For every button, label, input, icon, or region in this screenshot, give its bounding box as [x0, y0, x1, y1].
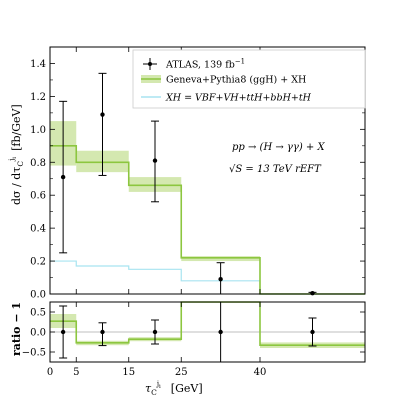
main-y-tick-label: 0.8	[30, 158, 46, 169]
legend-entry-geneva: Geneva+Pythia8 (ggH) + XH	[141, 75, 306, 86]
main-y-tick-label: 0.6	[30, 191, 46, 202]
xh-step-line	[50, 260, 365, 295]
ratio-y-tick-label: 0.5	[30, 308, 46, 319]
ratio-y-ticks: −0.5 0.0 0.5	[22, 308, 365, 359]
ratio-data-point	[152, 329, 158, 335]
legend-entry-atlas: ATLAS, 139 fb−1	[143, 58, 245, 71]
main-y-title-superscript-index: i	[12, 157, 18, 159]
main-y-title-superscript: j	[8, 159, 16, 162]
x-title-superscript-index: i	[159, 384, 161, 390]
process-annotation: pp → (H → γγ) + X	[232, 142, 325, 153]
legend-entry-xh: XH = VBF+VH+ttH+bbH+tH	[141, 93, 312, 104]
main-y-tick-label: 0.2	[30, 257, 46, 268]
main-panel: 0.0 0.2 0.4 0.6 0.8 1.0 1.2 1.4	[30, 46, 366, 301]
ratio-step-line	[50, 301, 365, 346]
atlas-data-point	[218, 276, 223, 282]
atlas-data-point	[152, 158, 158, 163]
x-axis-title: τCji [GeV]	[145, 380, 203, 397]
atlas-data-point	[60, 174, 66, 180]
x-tick-label: 15	[122, 367, 135, 378]
legend-box	[132, 49, 366, 109]
x-title-unit: [GeV]	[171, 382, 203, 395]
geneva-band-bin	[181, 256, 260, 262]
main-y-axis-title: dσ / dτCji [fb/GeV]	[8, 104, 25, 205]
legend: ATLAS, 139 fb−1 Geneva+Pythia8 (ggH) + X…	[132, 49, 366, 109]
main-y-tick-label: 1.0	[30, 125, 46, 136]
x-title-text: τ	[145, 382, 152, 395]
x-tick-label: 40	[254, 367, 267, 378]
atlas-data-point	[100, 112, 105, 117]
x-title-subscript: C	[151, 388, 157, 397]
main-y-tick-label: 1.4	[30, 59, 46, 70]
legend-geneva-label: Geneva+Pythia8 (ggH) + XH	[166, 75, 306, 86]
xh-step-path	[50, 260, 365, 295]
legend-atlas-label: ATLAS, 139 fb−1	[165, 58, 245, 71]
ratio-data-point	[60, 329, 66, 335]
x-title-superscript: j	[156, 380, 159, 388]
legend-xh-label: XH = VBF+VH+ttH+bbH+tH	[165, 93, 312, 104]
x-tick-label: 25	[175, 367, 188, 378]
x-tick-label: 0	[47, 367, 53, 378]
legend-atlas-marker	[148, 62, 152, 66]
x-axis-ticks: 0 5 15 25 40	[47, 302, 267, 378]
main-y-tick-label: 1.2	[30, 92, 46, 103]
main-y-title-text: dσ / dτ	[10, 167, 23, 205]
main-y-tick-label: 0.4	[30, 224, 46, 235]
main-y-title-subscript: C	[16, 161, 25, 167]
ratio-step-path	[50, 301, 365, 346]
atlas-data-point	[310, 290, 315, 296]
ratio-data-points	[59, 302, 317, 362]
main-y-ticks: 0.0 0.2 0.4 0.6 0.8 1.0 1.2 1.4	[30, 46, 365, 301]
ratio-data-point	[100, 329, 105, 335]
x-tick-label: 5	[73, 367, 79, 378]
atlas-data-points	[59, 72, 317, 296]
energy-annotation: √S = 13 TeV rEFT	[229, 164, 322, 175]
main-plot-frame	[49, 46, 366, 295]
ratio-data-point	[218, 329, 223, 335]
main-y-title-unit: [fb/GeV]	[10, 104, 23, 151]
legend-atlas-text: ATLAS, 139 fb	[165, 60, 235, 71]
ratio-data-point	[310, 329, 315, 335]
ratio-y-axis-title: ratio − 1	[10, 302, 23, 356]
ratio-y-tick-label: −0.5	[22, 348, 46, 359]
ratio-y-tick-label: 0.0	[30, 328, 46, 339]
main-y-tick-label: 0.0	[30, 290, 46, 301]
ratio-panel: −0.5 0.0 0.5 0 5 15 25 40	[22, 301, 366, 378]
ratio-uncertainty-band	[50, 302, 365, 348]
legend-atlas-superscript: −1	[235, 58, 245, 66]
